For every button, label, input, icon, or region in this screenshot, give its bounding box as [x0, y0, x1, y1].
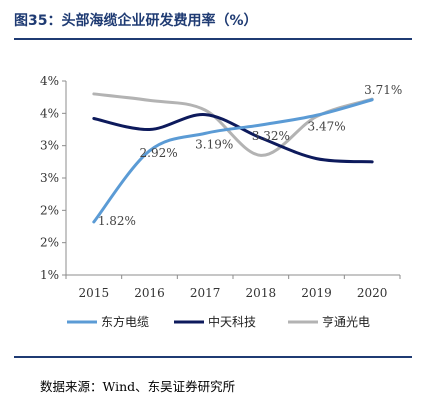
legend-label: 东方电缆 — [101, 314, 149, 329]
chart-legend: 东方电缆 中天科技 亨通光电 — [67, 314, 370, 329]
y-tick-label: 1% — [40, 268, 59, 282]
line-chart: 1% 2% 2% 3% 3% 4% 4% 2015 2016 2017 2018 2019 2020 1… — [40, 74, 402, 329]
legend-label: 亨通光电 — [322, 314, 370, 329]
y-tick-label: 3% — [40, 139, 59, 153]
legend-label: 中天科技 — [208, 314, 256, 329]
y-tick-label: 3% — [40, 171, 59, 185]
y-tick-label: 2% — [40, 236, 59, 250]
data-label: 1.82% — [98, 214, 136, 228]
title-divider — [14, 38, 412, 40]
chart-data-labels: 1.82% 2.92% 3.19% 3.32% 3.47% 3.71% — [98, 83, 402, 228]
data-label: 3.19% — [195, 137, 233, 151]
x-tick-label: 2020 — [357, 286, 388, 300]
source-divider — [14, 356, 412, 358]
y-tick-label: 4% — [40, 74, 59, 88]
y-tick-label: 2% — [40, 203, 59, 217]
chart-title: 图35：头部海缆企业研发费用率（%） — [14, 13, 258, 29]
y-tick-label: 4% — [40, 106, 59, 120]
series-line-0 — [92, 98, 374, 224]
series-line-1 — [92, 113, 374, 164]
x-tick-label: 2017 — [190, 286, 221, 300]
data-label: 3.32% — [252, 129, 290, 143]
source-note: 数据来源：Wind、东吴证券研究所 — [40, 379, 236, 394]
x-tick-label: 2015 — [79, 286, 110, 300]
x-tick-label: 2016 — [134, 286, 165, 300]
chart-axes: 1% 2% 2% 3% 3% 4% 4% 2015 2016 2017 2018 2019 2020 — [40, 74, 401, 300]
x-tick-label: 2019 — [301, 286, 332, 300]
x-tick-label: 2018 — [246, 286, 277, 300]
data-label: 3.71% — [364, 83, 402, 97]
chart-series — [92, 92, 374, 224]
data-label: 3.47% — [308, 119, 346, 133]
data-label: 2.92% — [140, 146, 178, 160]
